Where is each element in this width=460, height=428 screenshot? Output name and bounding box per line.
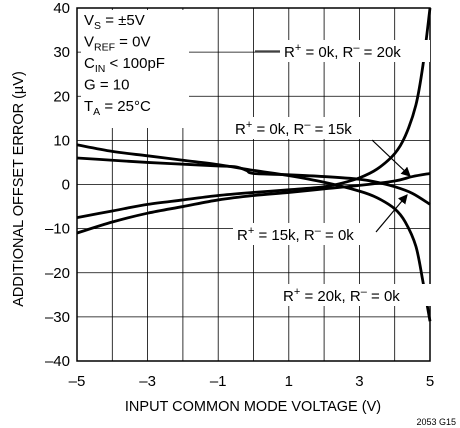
y-tick-label: 30	[53, 44, 70, 61]
condition-line: VS = ±5V	[84, 12, 145, 32]
y-tick-label: –30	[45, 309, 70, 326]
curve-label-backdrop	[233, 223, 389, 245]
condition-line: TA = 25°C	[84, 98, 151, 118]
series-lines	[76, 7, 432, 322]
y-tick-label: –40	[45, 353, 70, 370]
curve-labels: R+ = 0k, R– = 20k R+ = 0k, R– = 15k R+ = 1…	[231, 40, 437, 306]
x-tick-label: –1	[210, 373, 227, 390]
curve-label: R+ = 0k, R– = 15k	[235, 119, 352, 138]
condition-line: CIN < 100pF	[84, 55, 165, 75]
y-tick-label: –20	[45, 265, 70, 282]
curve-label-backdrop	[280, 40, 430, 62]
y-tick-labels: 40 30 20 10 0 –10 –20 –30 –40	[45, 0, 70, 370]
y-tick-label: 20	[53, 88, 70, 105]
x-tick-label: –5	[69, 373, 86, 390]
curve-label-backdrop	[279, 284, 437, 306]
series-line-2	[76, 172, 431, 235]
conditions-backdrop	[81, 10, 189, 128]
annotation-arrows	[255, 50, 411, 233]
x-tick-label: 3	[355, 373, 363, 390]
x-tick-labels: –5 –3 –1 1 3 5	[69, 373, 435, 390]
figure-id: 2053 G15	[416, 417, 456, 427]
condition-line: VREF = 0V	[84, 34, 150, 54]
curve-label-backdrop	[231, 117, 383, 139]
y-tick-label: –10	[45, 221, 70, 238]
x-tick-label: 1	[285, 373, 293, 390]
series-line-3	[76, 156, 431, 206]
x-tick-label: –3	[139, 373, 156, 390]
curve-label: R+ = 20k, R– = 0k	[283, 286, 400, 305]
condition-line: G = 10	[84, 77, 129, 94]
y-tick-label: 0	[62, 177, 70, 194]
y-tick-label: 10	[53, 132, 70, 149]
x-tick-label: 5	[426, 373, 434, 390]
series-line-4	[76, 143, 432, 322]
plot-frame	[76, 7, 431, 362]
curve-label: R+ = 15k, R– = 0k	[237, 225, 354, 244]
x-axis-title: INPUT COMMON MODE VOLTAGE (V)	[125, 399, 381, 415]
y-axis-title: ADDITIONAL OFFSET ERROR (µV)	[11, 71, 27, 307]
curve-label: R+ = 0k, R– = 20k	[284, 42, 401, 61]
arrow	[371, 139, 411, 177]
arrow	[375, 194, 408, 233]
y-tick-label: 40	[53, 0, 70, 17]
